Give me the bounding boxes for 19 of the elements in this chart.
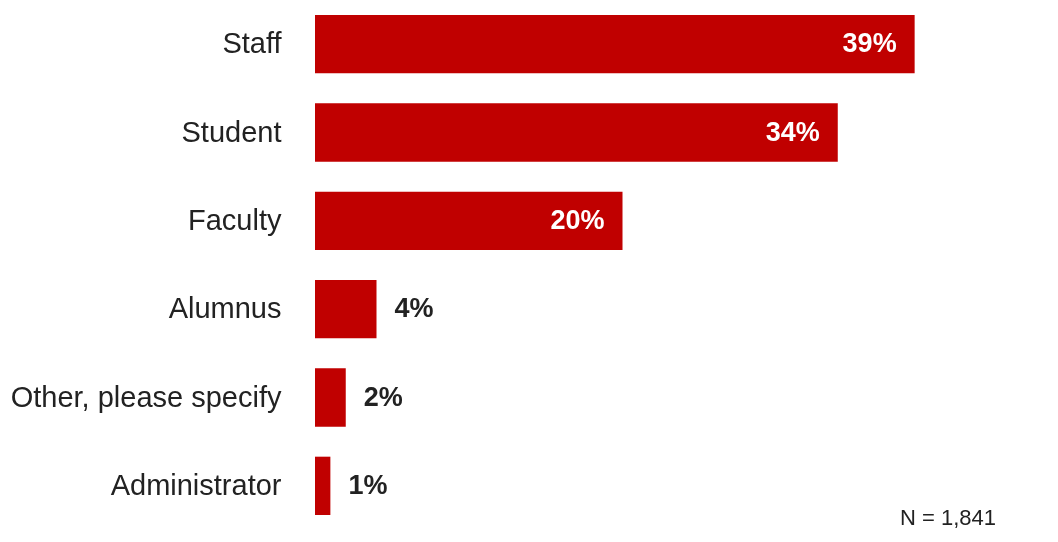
- data-label: 2%: [363, 381, 403, 412]
- y-tick-label: Staff: [222, 27, 283, 60]
- data-label: 1%: [348, 469, 388, 500]
- y-tick-label: Faculty: [188, 203, 282, 236]
- bar: [315, 191, 623, 250]
- data-label: 39%: [842, 28, 897, 59]
- bar: [315, 15, 915, 74]
- y-tick-label: Other, please specify: [10, 380, 282, 413]
- bar: [315, 103, 838, 162]
- bar: [315, 368, 346, 427]
- y-tick-label: Administrator: [110, 468, 282, 501]
- annotation: N = 1,841: [899, 505, 996, 530]
- bar: [315, 456, 331, 515]
- data-label: 4%: [394, 293, 434, 324]
- data-label: 34%: [765, 116, 820, 147]
- data-label: 20%: [550, 204, 605, 235]
- y-tick-label: Student: [181, 115, 282, 148]
- bar: [315, 280, 377, 339]
- y-tick-label: Alumnus: [168, 292, 282, 325]
